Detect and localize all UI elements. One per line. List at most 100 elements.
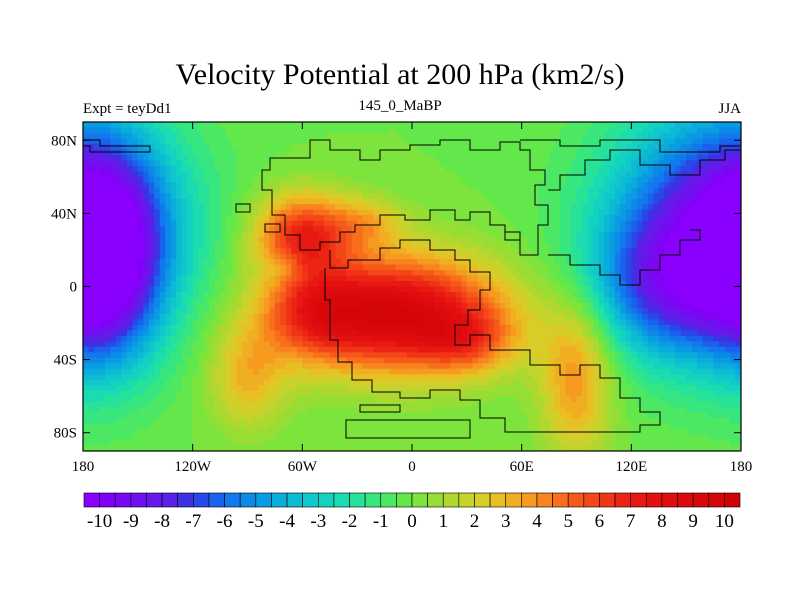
field-cell bbox=[444, 363, 451, 370]
field-cell bbox=[83, 242, 89, 249]
field-cell bbox=[532, 368, 539, 375]
field-cell bbox=[477, 423, 484, 430]
field-cell bbox=[148, 291, 155, 298]
field-cell bbox=[362, 379, 369, 386]
field-cell bbox=[280, 264, 287, 271]
field-cell bbox=[516, 160, 523, 167]
field-cell bbox=[516, 259, 523, 266]
field-cell bbox=[236, 429, 243, 436]
field-cell bbox=[148, 412, 155, 419]
field-cell bbox=[88, 434, 95, 441]
field-cell bbox=[280, 165, 287, 172]
field-cell bbox=[274, 237, 281, 244]
field-cell bbox=[494, 286, 501, 293]
field-cell bbox=[225, 297, 232, 304]
field-cell bbox=[165, 313, 172, 320]
field-cell bbox=[165, 407, 172, 414]
field-cell bbox=[494, 132, 501, 139]
field-cell bbox=[231, 132, 238, 139]
field-cell bbox=[357, 396, 364, 403]
field-cell bbox=[159, 401, 166, 408]
field-cell bbox=[121, 319, 128, 326]
field-cell bbox=[231, 149, 238, 156]
field-cell bbox=[307, 313, 314, 320]
field-cell bbox=[198, 379, 205, 386]
field-cell bbox=[126, 259, 133, 266]
field-cell bbox=[165, 275, 172, 282]
field-cell bbox=[285, 379, 292, 386]
field-cell bbox=[83, 396, 89, 403]
field-cell bbox=[318, 374, 325, 381]
field-cell bbox=[302, 352, 309, 359]
field-cell bbox=[362, 209, 369, 216]
field-cell bbox=[538, 176, 545, 183]
field-cell bbox=[143, 275, 150, 282]
field-cell bbox=[165, 429, 172, 436]
field-cell bbox=[176, 143, 183, 150]
field-cell bbox=[422, 308, 429, 315]
field-cell bbox=[242, 363, 248, 370]
field-cell bbox=[499, 423, 506, 430]
field-cell bbox=[296, 171, 303, 178]
field-cell bbox=[346, 330, 353, 337]
field-cell bbox=[280, 122, 287, 128]
field-cell bbox=[252, 297, 259, 304]
field-cell bbox=[263, 390, 270, 397]
field-cell bbox=[412, 187, 418, 194]
field-cell bbox=[444, 374, 451, 381]
field-cell bbox=[428, 231, 435, 238]
field-cell bbox=[433, 440, 440, 447]
field-cell bbox=[93, 160, 100, 167]
field-cell bbox=[110, 154, 117, 161]
field-cell bbox=[143, 209, 150, 216]
field-cell bbox=[477, 132, 484, 139]
field-cell bbox=[225, 330, 232, 337]
field-cell bbox=[455, 429, 462, 436]
field-cell bbox=[433, 122, 440, 128]
field-cell bbox=[417, 127, 424, 134]
field-cell bbox=[488, 198, 495, 205]
field-cell bbox=[93, 379, 100, 386]
field-cell bbox=[346, 297, 353, 304]
field-cell bbox=[176, 313, 183, 320]
field-cell bbox=[159, 198, 166, 205]
field-cell bbox=[165, 264, 172, 271]
field-cell bbox=[104, 127, 111, 134]
field-cell bbox=[406, 226, 413, 233]
field-cell bbox=[461, 396, 468, 403]
field-cell bbox=[110, 429, 117, 436]
field-cell bbox=[198, 259, 205, 266]
field-cell bbox=[83, 193, 89, 200]
field-cell bbox=[313, 237, 320, 244]
field-cell bbox=[313, 401, 320, 408]
field-cell bbox=[433, 259, 440, 266]
field-cell bbox=[444, 291, 451, 298]
field-cell bbox=[176, 385, 183, 392]
field-cell bbox=[258, 302, 265, 309]
field-cell bbox=[483, 138, 490, 145]
field-cell bbox=[132, 352, 139, 359]
field-cell bbox=[516, 253, 523, 260]
field-cell bbox=[242, 297, 248, 304]
field-cell bbox=[395, 368, 402, 375]
field-cell bbox=[450, 313, 457, 320]
field-cell bbox=[154, 187, 161, 194]
field-cell bbox=[455, 368, 462, 375]
field-cell bbox=[329, 401, 336, 408]
field-cell bbox=[379, 132, 386, 139]
field-cell bbox=[329, 352, 336, 359]
field-cell bbox=[532, 187, 539, 194]
field-cell bbox=[165, 237, 172, 244]
field-cell bbox=[329, 286, 336, 293]
field-cell bbox=[296, 308, 303, 315]
field-cell bbox=[148, 423, 155, 430]
field-cell bbox=[110, 302, 117, 309]
field-cell bbox=[439, 187, 446, 194]
field-cell bbox=[516, 226, 523, 233]
field-cell bbox=[154, 429, 161, 436]
field-cell bbox=[274, 302, 281, 309]
field-cell bbox=[258, 209, 265, 216]
field-cell bbox=[258, 445, 265, 452]
field-cell bbox=[83, 253, 89, 260]
field-cell bbox=[99, 346, 106, 353]
